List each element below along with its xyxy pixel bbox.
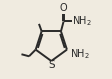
Text: NH$_2$: NH$_2$ (70, 47, 90, 61)
Text: S: S (48, 59, 55, 70)
Text: O: O (60, 3, 67, 13)
Text: NH$_2$: NH$_2$ (72, 15, 92, 28)
